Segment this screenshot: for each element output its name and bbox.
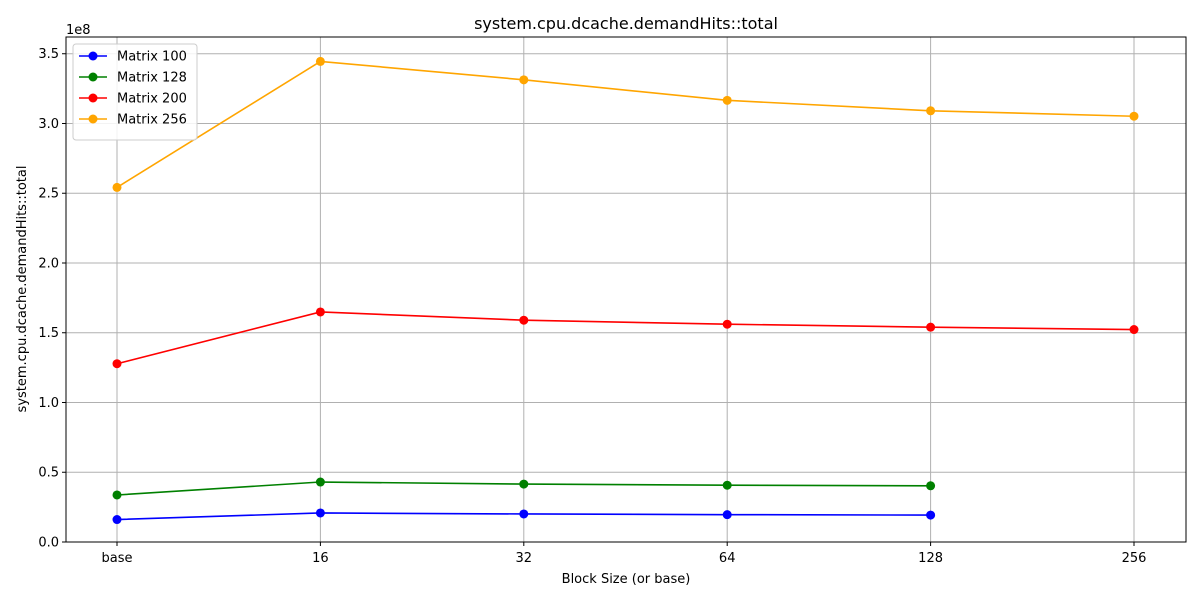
data-point — [315, 307, 325, 317]
data-point — [112, 182, 122, 192]
series-matrix-100 — [112, 508, 936, 525]
data-point — [926, 106, 936, 116]
x-axis-label: Block Size (or base) — [562, 572, 691, 587]
data-point — [315, 477, 325, 487]
legend-item: Matrix 100 — [79, 50, 187, 65]
y-tick-label: 3.0 — [38, 117, 59, 132]
legend-marker — [88, 114, 98, 124]
legend-label: Matrix 128 — [117, 71, 187, 86]
series-line — [116, 311, 1135, 365]
series-matrix-256 — [112, 56, 1139, 192]
y-tick-label: 3.5 — [38, 47, 59, 62]
legend-label: Matrix 256 — [117, 113, 187, 128]
series-line — [116, 60, 1135, 189]
x-tick-label: base — [102, 551, 133, 566]
y-tick-label: 0.0 — [38, 536, 59, 551]
data-point — [926, 510, 936, 520]
legend: Matrix 100 Matrix 128 Matrix 200 Matrix 256 — [72, 43, 198, 141]
x-tick-label: 64 — [719, 551, 736, 566]
data-point — [519, 315, 529, 325]
data-point — [519, 75, 529, 85]
data-point — [1129, 111, 1139, 121]
y-tick-label: 2.5 — [38, 187, 59, 202]
legend-item: Matrix 256 — [79, 113, 187, 128]
legend-item: Matrix 128 — [79, 71, 187, 86]
data-point — [112, 515, 122, 525]
data-point — [1129, 325, 1139, 335]
data-point — [315, 56, 325, 66]
data-point — [926, 322, 936, 332]
x-tick-label: 128 — [918, 551, 943, 566]
legend-label: Matrix 200 — [117, 92, 187, 107]
legend-item: Matrix 200 — [79, 92, 187, 107]
x-tick-label: 32 — [516, 551, 533, 566]
series-matrix-200 — [112, 307, 1139, 369]
legend-marker — [88, 93, 98, 103]
y-tick-label: 1.0 — [38, 396, 59, 411]
data-point — [112, 490, 122, 500]
legend-label: Matrix 100 — [117, 50, 187, 65]
x-tick-label: 16 — [312, 551, 329, 566]
legend-marker — [88, 51, 98, 61]
y-axis-label: system.cpu.dcache.demandHits::total — [15, 166, 30, 413]
legend-marker — [88, 72, 98, 82]
legend-box — [72, 43, 198, 141]
data-point — [722, 319, 732, 329]
x-tick-label: 256 — [1122, 551, 1147, 566]
data-point — [926, 481, 936, 491]
data-point — [519, 479, 529, 489]
y-tick-label: 2.0 — [38, 256, 59, 271]
series-layer — [112, 56, 1139, 525]
data-point — [112, 359, 122, 369]
y-tick-label: 1.5 — [38, 326, 59, 341]
data-point — [519, 509, 529, 519]
y-tick-label: 0.5 — [38, 466, 59, 481]
data-point — [722, 480, 732, 490]
data-point — [315, 508, 325, 518]
ticks: base 16 32 64 128 256 0.0 0.5 1.0 1.5 2.0 2.5 3.0 3.5 — [38, 47, 1146, 566]
plot-frame — [65, 36, 1187, 543]
axes — [65, 36, 1187, 543]
chart-title: system.cpu.dcache.demandHits::total — [474, 14, 778, 33]
series-matrix-128 — [112, 477, 936, 500]
y-axis-offset-label: 1e8 — [66, 23, 91, 38]
data-point — [722, 510, 732, 520]
data-point — [722, 95, 732, 105]
